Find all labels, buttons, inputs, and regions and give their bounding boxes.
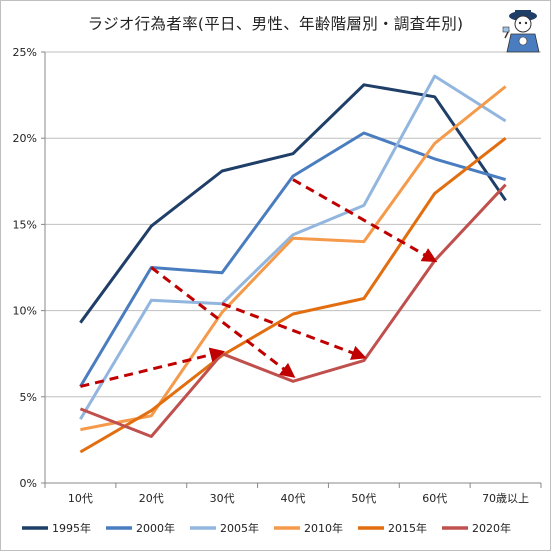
x-tick-label: 10代 [68, 492, 93, 505]
y-tick-label: 5% [20, 391, 37, 404]
gridlines [45, 51, 541, 398]
x-tick-label: 30代 [210, 492, 235, 505]
y-tick-label: 10% [13, 305, 37, 318]
x-tick-label: 20代 [139, 492, 164, 505]
legend: 1995年 2000年 2005年 2010年 2015年 2020年 [22, 521, 511, 535]
series-line-2010年 [80, 85, 507, 432]
legend-label: 2005年 [220, 521, 259, 535]
series-line-2000年 [79, 131, 507, 388]
legend-label: 2010年 [304, 521, 343, 535]
axes [44, 52, 541, 484]
y-tick-label: 0% [20, 477, 37, 490]
x-axis-ticks: 10代 20代 30代 40代 50代 60代 70歳以上 [44, 483, 542, 505]
trend-arrow [292, 178, 438, 263]
legend-label: 2000年 [136, 521, 175, 535]
y-tick-label: 15% [13, 218, 37, 231]
legend-label: 2020年 [472, 521, 511, 535]
series-line-2005年 [79, 74, 507, 420]
y-tick-label: 25% [13, 46, 37, 59]
legend-label: 2015年 [388, 521, 427, 535]
series-line-1995年 [79, 83, 507, 324]
trend-arrow [221, 302, 367, 360]
trend-arrow [80, 347, 226, 388]
legend-label: 1995年 [52, 521, 91, 535]
x-tick-label: 70歳以上 [482, 492, 529, 505]
x-tick-label: 50代 [351, 492, 376, 505]
annotation-arrows [80, 178, 438, 388]
y-axis-ticks: 0% 5% 10% 15% 20% 25% [13, 46, 45, 490]
x-tick-label: 60代 [422, 492, 447, 505]
mascot-character-icon [502, 10, 540, 53]
y-tick-label: 20% [13, 132, 37, 145]
series-line-2015年 [79, 137, 507, 454]
series-lines [79, 74, 507, 454]
chart-title: ラジオ行為者率(平日、男性、年齢階層別・調査年別) [87, 15, 464, 33]
x-tick-label: 40代 [281, 492, 306, 505]
